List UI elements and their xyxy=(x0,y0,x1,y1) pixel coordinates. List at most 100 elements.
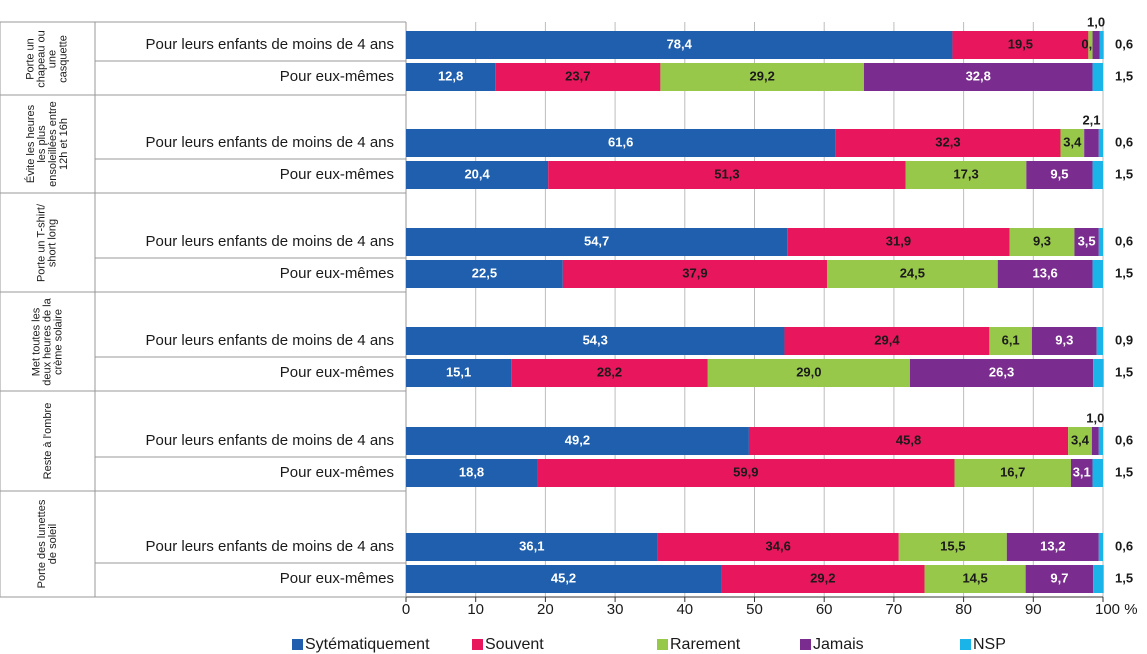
bar-segment xyxy=(748,427,1069,455)
bar-segment xyxy=(1070,459,1093,487)
value-label: 15,5 xyxy=(940,538,965,553)
value-label: 37,9 xyxy=(682,265,707,280)
bar-segment xyxy=(406,228,788,256)
x-tick-label: 10 xyxy=(467,601,484,618)
bar-segment xyxy=(495,63,661,91)
value-label: 1,5 xyxy=(1115,265,1133,280)
bar-segment xyxy=(952,31,1089,59)
bar-segment xyxy=(1088,31,1093,59)
value-label: 6,1 xyxy=(1002,332,1020,347)
bar-segment xyxy=(1093,565,1104,593)
value-label: 3,1 xyxy=(1073,464,1091,479)
bar-segment xyxy=(924,565,1026,593)
bar-segment xyxy=(562,260,827,288)
value-label: 29,0 xyxy=(796,364,821,379)
x-tick-label: 0 xyxy=(402,601,410,618)
value-label: 54,7 xyxy=(584,233,609,248)
group-label: Met toutes les deux heures de la crème s… xyxy=(30,297,64,386)
value-label: 1,5 xyxy=(1115,464,1133,479)
value-label: 13,6 xyxy=(1032,265,1057,280)
bar-segment xyxy=(1026,161,1093,189)
x-tick-label: 30 xyxy=(607,601,624,618)
value-label: 78,4 xyxy=(667,36,693,51)
bar-segment xyxy=(1092,260,1103,288)
bar-segment xyxy=(406,161,549,189)
value-label: 24,5 xyxy=(900,265,925,280)
value-label: 51,3 xyxy=(714,166,739,181)
value-label: 17,3 xyxy=(953,166,978,181)
value-label: 3,5 xyxy=(1078,233,1096,248)
value-label: 19,5 xyxy=(1008,36,1033,51)
value-label: 2,1 xyxy=(1082,112,1100,127)
legend-swatch xyxy=(292,639,303,650)
row-label: Pour leurs enfants de moins de 4 ans xyxy=(146,538,394,555)
value-label: 1,5 xyxy=(1115,68,1133,83)
value-label: 9,3 xyxy=(1033,233,1051,248)
bar-segment xyxy=(1074,228,1099,256)
value-label: 15,1 xyxy=(446,364,471,379)
row-label: Pour eux-mêmes xyxy=(280,265,394,282)
bar-segment xyxy=(537,459,955,487)
bar-segment xyxy=(406,427,749,455)
x-tick-label: 40 xyxy=(676,601,693,618)
value-label: 28,2 xyxy=(597,364,622,379)
bar-segment xyxy=(406,327,785,355)
bar-segment xyxy=(406,565,722,593)
value-label: 1,0 xyxy=(1087,14,1105,29)
bar-segment xyxy=(1068,427,1092,455)
value-label: 3,4 xyxy=(1071,432,1090,447)
x-tick-label: 70 xyxy=(886,601,903,618)
row-label: Pour eux-mêmes xyxy=(280,464,394,481)
value-label: 1,0 xyxy=(1086,410,1104,425)
bar-segment xyxy=(721,565,925,593)
bar-segment xyxy=(989,327,1032,355)
bar-segment xyxy=(909,359,1094,387)
value-label: 1,5 xyxy=(1115,364,1133,379)
bar-segment xyxy=(660,63,864,91)
value-label: 16,7 xyxy=(1000,464,1025,479)
value-label: 31,9 xyxy=(886,233,911,248)
value-label: 13,2 xyxy=(1040,538,1065,553)
legend-label: Souvent xyxy=(485,636,544,653)
x-tick-label: 60 xyxy=(816,601,833,618)
value-label: 34,6 xyxy=(766,538,791,553)
group-label: Porte un T-shirt/ short long xyxy=(35,203,59,282)
value-label: 45,8 xyxy=(896,432,921,447)
group-label: Évite les heures les plus ensoleillées e… xyxy=(24,101,70,187)
value-label: 36,1 xyxy=(519,538,544,553)
bar-segment xyxy=(1060,129,1085,157)
bar-segment xyxy=(406,129,836,157)
bar-segment xyxy=(511,359,708,387)
row-label: Pour leurs enfants de moins de 4 ans xyxy=(146,134,394,151)
bar-segment xyxy=(1084,129,1099,157)
bar-segment xyxy=(406,359,512,387)
row-label: Pour leurs enfants de moins de 4 ans xyxy=(146,36,394,53)
value-label: 23,7 xyxy=(565,68,590,83)
bar-segment xyxy=(406,63,496,91)
legend-swatch xyxy=(800,639,811,650)
x-tick-label: 100 % xyxy=(1095,601,1138,618)
value-label: 12,8 xyxy=(438,68,463,83)
x-tick-label: 80 xyxy=(955,601,972,618)
x-tick-label: 20 xyxy=(537,601,554,618)
value-label: 1,5 xyxy=(1115,570,1133,585)
bar-segment xyxy=(835,129,1061,157)
bar-segment xyxy=(1093,359,1104,387)
value-label: 0,9 xyxy=(1115,332,1133,347)
value-label: 0,6 xyxy=(1115,233,1133,248)
legend-label: Rarement xyxy=(670,636,741,653)
bar-segment xyxy=(1092,63,1103,91)
value-label: 0,6 xyxy=(1115,36,1133,51)
row-label: Pour leurs enfants de moins de 4 ans xyxy=(146,432,394,449)
bar-segment xyxy=(997,260,1093,288)
legend-swatch xyxy=(657,639,668,650)
x-tick-label: 50 xyxy=(746,601,763,618)
value-label: 61,6 xyxy=(608,134,633,149)
value-label: 22,5 xyxy=(472,265,497,280)
bar-segment xyxy=(548,161,906,189)
value-label: 29,4 xyxy=(874,332,900,347)
bar-segment xyxy=(1092,31,1100,59)
bar-segment xyxy=(406,260,563,288)
bar-segment xyxy=(826,260,998,288)
value-label: 0,6 xyxy=(1115,432,1133,447)
